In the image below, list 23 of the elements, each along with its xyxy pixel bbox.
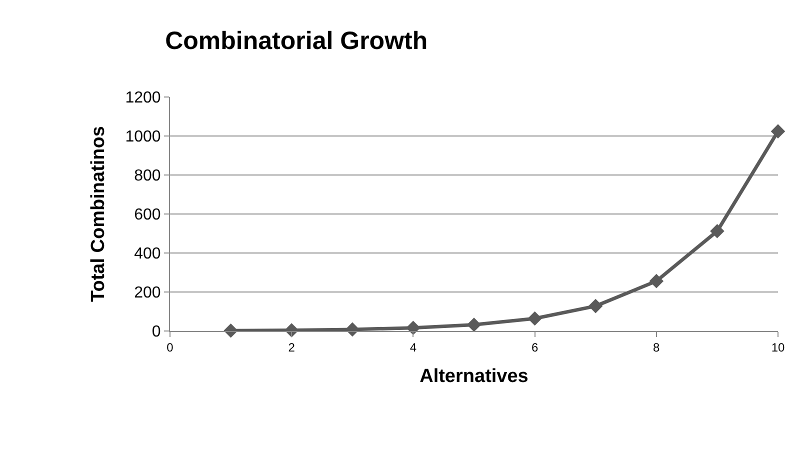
- y-tick-label: 1200: [125, 90, 161, 107]
- point: [649, 274, 664, 288]
- x-axis-title: Alternatives: [420, 366, 528, 388]
- x-tick-label: 8: [653, 340, 660, 354]
- x-tick-label: 6: [531, 340, 538, 354]
- point: [770, 124, 786, 138]
- y-tick-label: 1000: [125, 128, 161, 146]
- point: [466, 318, 482, 332]
- x-tick-label: 10: [771, 340, 785, 354]
- x-tick-label: 4: [410, 340, 417, 354]
- y-tick-label: 400: [134, 246, 161, 263]
- y-tick-label: 600: [134, 206, 161, 224]
- x-tick-label: 2: [288, 340, 296, 354]
- point: [406, 320, 420, 336]
- point: [710, 224, 724, 238]
- chart-title: Combinatorial Growth: [165, 26, 428, 55]
- x-tick-label: 0: [166, 340, 174, 354]
- y-tick-label: 200: [134, 284, 161, 302]
- y-axis-title: Total Combinatinos: [88, 126, 110, 302]
- y-tick-label: 800: [134, 168, 161, 185]
- y-tick-label: 0: [152, 324, 161, 341]
- point: [528, 311, 542, 326]
- point: [588, 298, 603, 314]
